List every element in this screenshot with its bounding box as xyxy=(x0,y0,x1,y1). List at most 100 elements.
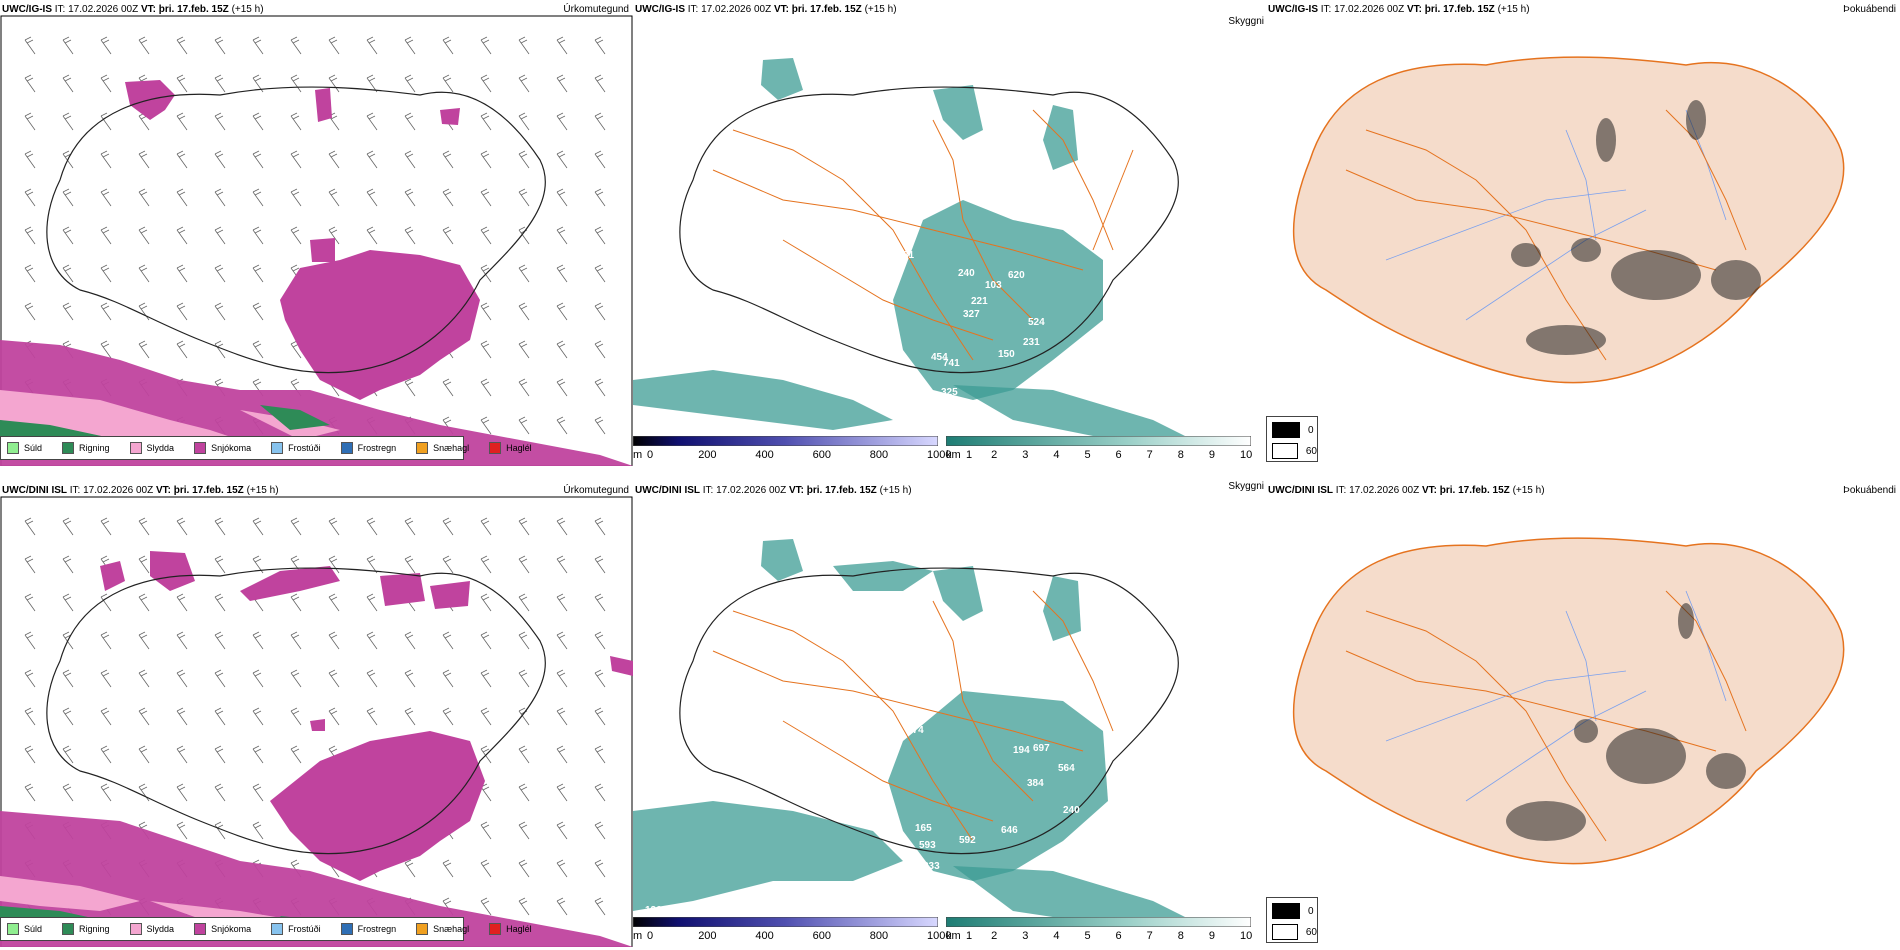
wind-barb xyxy=(328,188,340,207)
colorbar-tick: 10 xyxy=(1240,930,1253,942)
wind-barb xyxy=(556,707,568,726)
wind-barb xyxy=(594,226,606,245)
wind-barb xyxy=(518,150,530,169)
wind-barb xyxy=(556,302,568,321)
wind-barb xyxy=(24,593,36,612)
wind-barb xyxy=(100,340,112,359)
wind-barb xyxy=(480,302,492,321)
fog-legend: 0 60 xyxy=(1266,416,1318,462)
fog-legend-white-label: 60 xyxy=(1305,445,1317,457)
wind-barb xyxy=(24,36,36,55)
wind-barb xyxy=(176,264,188,283)
wind-barb xyxy=(442,188,454,207)
colorbar-tick: 7 xyxy=(1146,930,1153,942)
legend-item: Frostregn xyxy=(335,923,397,935)
legend-item: Snæhagl xyxy=(410,923,469,935)
wind-barb xyxy=(176,707,188,726)
wind-barb xyxy=(556,112,568,131)
colorbar-tick: 600 xyxy=(812,449,831,461)
wind-barb xyxy=(480,593,492,612)
wind-barb xyxy=(404,859,416,878)
wind-barb xyxy=(480,264,492,283)
colorbar-tick: 2 xyxy=(991,930,998,942)
wind-barb xyxy=(176,340,188,359)
panel-header: UWC/DINI ISL IT: 17.02.2026 00Z VT: þri.… xyxy=(2,485,279,496)
wind-barb xyxy=(480,226,492,245)
height-unit: m xyxy=(633,449,643,461)
height-label: 103 xyxy=(985,280,1002,291)
legend-label: Frostúði xyxy=(288,924,321,934)
legend-label: Snjókoma xyxy=(211,924,252,934)
colorbar-tick: 1 xyxy=(966,449,973,461)
visibility-unit: km xyxy=(946,449,961,461)
wind-barb xyxy=(290,517,302,536)
wind-barb xyxy=(366,593,378,612)
colorbar-tick: 0 xyxy=(647,930,654,942)
colorbar-tick: 10 xyxy=(1240,449,1253,461)
wind-barb xyxy=(328,555,340,574)
wind-barb xyxy=(518,74,530,93)
wind-barb xyxy=(594,897,606,916)
colorbar-tick: 4 xyxy=(1053,449,1060,461)
wind-barb xyxy=(556,188,568,207)
legend-item: Rigning xyxy=(56,923,110,935)
colorbar-tick: 8 xyxy=(1177,449,1184,461)
colorbar-tick: 8 xyxy=(1177,930,1184,942)
legend-label: Frostregn xyxy=(357,443,397,453)
wind-barb xyxy=(252,669,264,688)
wind-barb xyxy=(24,264,36,283)
legend-item: Frostúði xyxy=(265,442,321,454)
colorbar-tick: 2 xyxy=(991,449,998,461)
wind-barb xyxy=(518,821,530,840)
legend-label: Haglél xyxy=(506,924,532,934)
legend-swatch xyxy=(7,442,19,454)
panel-title: Skyggni xyxy=(1228,481,1264,492)
wind-barb xyxy=(252,226,264,245)
wind-barb xyxy=(518,517,530,536)
wind-barb xyxy=(138,631,150,650)
legend-label: Frostregn xyxy=(357,924,397,934)
height-label: 221 xyxy=(971,296,988,307)
height-label: 327 xyxy=(963,309,980,320)
wind-barb xyxy=(138,593,150,612)
precip-legend: Súld Rigning Slydda Snjókoma Frostúði Frostre… xyxy=(0,436,532,460)
legend-label: Súld xyxy=(24,443,43,453)
wind-barb xyxy=(214,112,226,131)
wind-barb xyxy=(404,150,416,169)
panel-header: UWC/IG-IS IT: 17.02.2026 00Z VT: þri. 17… xyxy=(2,4,264,15)
wind-barb xyxy=(252,517,264,536)
wind-barb xyxy=(214,783,226,802)
wind-barb xyxy=(252,150,264,169)
wind-barb xyxy=(442,74,454,93)
wind-barb xyxy=(100,226,112,245)
wind-barb xyxy=(176,188,188,207)
wind-barb xyxy=(62,593,74,612)
wind-barb xyxy=(480,188,492,207)
legend-label: Rigning xyxy=(79,924,110,934)
height-label: 741 xyxy=(943,358,960,369)
legend-swatch xyxy=(489,442,502,454)
wind-barb xyxy=(328,226,340,245)
legend-item: Frostúði xyxy=(265,923,321,935)
wind-barb xyxy=(100,745,112,764)
panel-title: Þokuábendi xyxy=(1843,485,1896,496)
wind-barb xyxy=(366,226,378,245)
wind-barb xyxy=(290,669,302,688)
wind-barb xyxy=(556,897,568,916)
wind-barb xyxy=(366,112,378,131)
wind-barb xyxy=(176,36,188,55)
fog-legend-black-label: 0 xyxy=(1308,424,1314,436)
fog-legend-white-label: 60 xyxy=(1305,926,1317,938)
wind-barb xyxy=(594,74,606,93)
wind-barb xyxy=(138,188,150,207)
wind-barb xyxy=(442,226,454,245)
wind-barb xyxy=(518,264,530,283)
wind-barb xyxy=(290,593,302,612)
wind-barb xyxy=(290,226,302,245)
wind-barb xyxy=(594,745,606,764)
wind-barb xyxy=(290,707,302,726)
wind-barb xyxy=(404,226,416,245)
legend-swatch xyxy=(62,442,75,454)
legend-label: Snjókoma xyxy=(211,443,252,453)
wind-barb xyxy=(214,150,226,169)
